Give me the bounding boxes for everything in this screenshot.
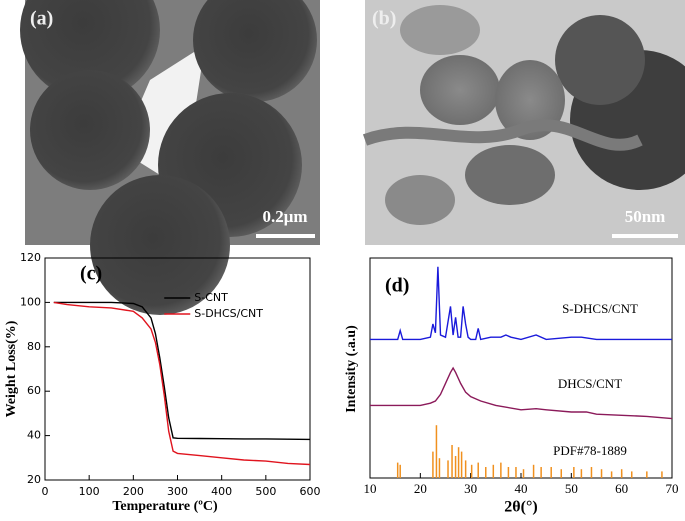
x-tick-label: 10 [364,481,377,496]
series-label: PDF#78-1889 [553,443,627,458]
scale-bar-label: 0.2μm [262,207,307,226]
x-tick-label: 400 [211,485,232,498]
y-tick-label: 60 [27,384,41,397]
y-tick-label: 40 [27,429,41,442]
x-tick-label: 40 [515,481,528,496]
legend-label: S-DHCS/CNT [194,307,263,320]
panel-label: (b) [372,8,396,30]
y-tick-label: 100 [20,295,41,308]
x-tick-label: 100 [79,485,100,498]
y-tick-label: 80 [27,340,41,353]
panel-b-image [362,0,685,245]
scale-bar-label: 50nm [625,207,666,226]
x-tick-label: 500 [255,485,276,498]
x-tick-label: 20 [414,481,427,496]
series-line [370,266,672,341]
series-line [53,301,311,441]
y-tick-label: 20 [27,473,41,486]
x-tick-label: 300 [167,485,188,498]
x-axis-title: 2θ(°) [504,499,537,516]
x-tick-label: 600 [300,485,321,498]
x-tick-label: 50 [565,481,578,496]
panel-label: (d) [385,275,409,297]
y-axis-title: Weight Loss(%) [4,320,19,417]
panel-a-image [20,0,320,315]
x-tick-label: 70 [666,481,679,496]
panel-label: (a) [30,8,53,30]
series-label: DHCS/CNT [558,376,622,391]
series-line [370,366,673,420]
y-axis-title: Intensity (.a.u) [344,325,359,413]
x-tick-label: 0 [42,485,49,498]
x-tick-label: 30 [464,481,477,496]
legend-label: S-CNT [194,291,228,304]
y-tick-label: 120 [20,251,41,264]
series-label: S-DHCS/CNT [562,301,638,316]
series-line [53,301,311,466]
x-tick-label: 200 [123,485,144,498]
x-axis-title: Temperature (ºC) [112,499,218,514]
panel-label: (c) [80,263,102,285]
x-tick-label: 60 [615,481,628,496]
